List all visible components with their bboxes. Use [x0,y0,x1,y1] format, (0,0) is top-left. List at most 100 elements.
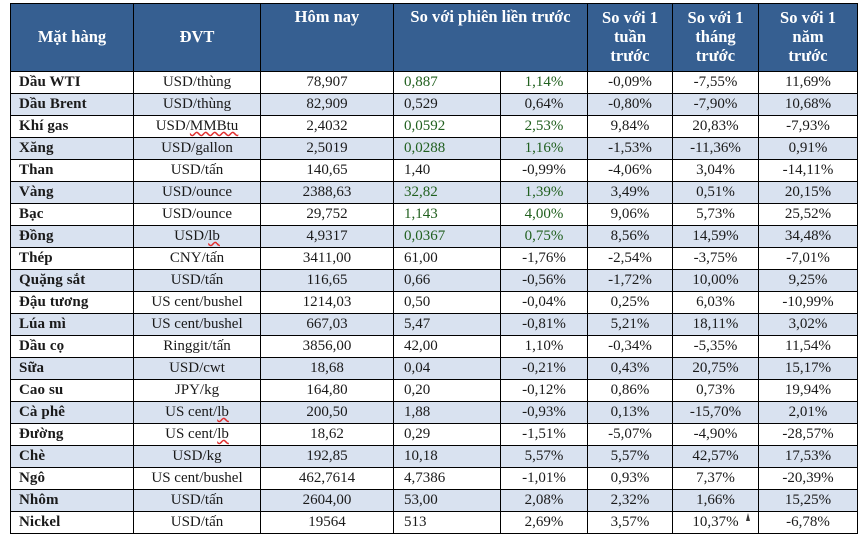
cell-change-vs-year: 17,53% [758,445,858,468]
cell-change-vs-year: 3,02% [758,313,858,336]
cell-change-vs-month: -5,35% [672,335,759,358]
table-row: Chè USD/kg 192,85 10,18 5,57% 5,57% 42,57% 17,5… [10,445,858,468]
cell-change-vs-month: 20,75% [672,357,759,380]
cell-commodity-name: Dầu Brent [10,93,134,116]
cell-unit: USD/ounce [133,203,261,226]
cell-change-vs-month: 0,51% [672,181,759,204]
cell-commodity-name: Nickel [10,511,134,534]
table-row: Nickel USD/tấn 19564 513 2,69% 3,57% 10,37% -6,… [10,511,858,534]
cell-change-vs-month: -7,55% [672,71,759,94]
cell-price-today: 2,5019 [260,137,394,160]
cell-price-today: 82,909 [260,93,394,116]
cell-change-value: 0,887 [393,71,501,94]
cell-commodity-name: Đồng [10,225,134,248]
cell-change-vs-week: 5,57% [587,445,673,468]
cell-change-percent: 2,08% [500,489,588,512]
cell-change-vs-year: 19,94% [758,379,858,402]
unit-text: USD/ [174,227,209,244]
unit-text: USD/thùng [162,73,232,90]
header-week-line-1: So với 1 [602,8,658,28]
cell-change-vs-year: -28,57% [758,423,858,446]
table-row: Dầu cọ Ringgit/tấn 3856,00 42,00 1,10% -0,34%… [10,335,858,358]
column-header-vs-one-month: So với 1 tháng trước [672,3,759,72]
cell-price-today: 78,907 [260,71,394,94]
cell-price-today: 200,50 [260,401,394,424]
unit-text: USD/tấn [170,271,224,288]
unit-text: USD/kg [172,447,222,464]
cell-change-percent: 1,39% [500,181,588,204]
cell-unit: USD/tấn [133,159,261,182]
cell-change-value: 0,04 [393,357,501,380]
cell-commodity-name: Dầu cọ [10,335,134,358]
cell-change-value: 61,00 [393,247,501,270]
cell-change-percent: -0,12% [500,379,588,402]
cell-change-percent: 2,53% [500,115,588,138]
header-week-line-3: trước [610,45,650,65]
cell-change-percent: 0,75% [500,225,588,248]
commodity-price-table-container: Mặt hàng ĐVT Hôm nay So với phiên liền t… [10,3,858,534]
cell-change-vs-week: 5,21% [587,313,673,336]
cell-commodity-name: Cà phê [10,401,134,424]
column-header-commodity: Mặt hàng [10,3,134,72]
cell-price-today: 2,4032 [260,115,394,138]
header-week-line-2: tuần [613,27,647,47]
cell-price-today: 164,80 [260,379,394,402]
cell-unit: JPY/kg [133,379,261,402]
cell-unit: US cent/bushel [133,291,261,314]
cell-change-vs-week: -0,80% [587,93,673,116]
cell-change-value: 513 [393,511,501,534]
cell-commodity-name: Đậu tương [10,291,134,314]
cell-price-today: 116,65 [260,269,394,292]
cell-change-vs-month: 10,00% [672,269,759,292]
column-header-unit: ĐVT [133,3,261,72]
unit-text: USD/cwt [169,359,225,376]
cell-unit: USD/lb [133,225,261,248]
unit-text: US cent/ [165,425,218,442]
table-row: Thép CNY/tấn 3411,00 61,00 -1,76% -2,54% -3,75… [10,247,858,270]
cell-price-today: 667,03 [260,313,394,336]
cell-change-vs-month: 3,04% [672,159,759,182]
table-row: Than USD/tấn 140,65 1,40 -0,99% -4,06% 3,04% -1… [10,159,858,182]
cell-change-vs-week: 0,93% [587,467,673,490]
cell-change-vs-year: -14,11% [758,159,858,182]
unit-text: USD/tấn [170,513,224,530]
cell-change-vs-month: -3,75% [672,247,759,270]
cell-price-today: 3411,00 [260,247,394,270]
unit-text: US cent/bushel [151,293,243,310]
cell-change-value: 0,0288 [393,137,501,160]
cell-change-value: 42,00 [393,335,501,358]
cell-change-vs-week: -0,34% [587,335,673,358]
table-row: Vàng USD/ounce 2388,63 32,82 1,39% 3,49% 0,51%… [10,181,858,204]
cell-unit: USD/kg [133,445,261,468]
column-header-vs-one-week: So với 1 tuần trước [587,3,673,72]
cell-commodity-name: Quặng sắt [10,269,134,292]
spellcheck-underlined-text: MMBtu [189,117,239,134]
cell-change-percent: 1,10% [500,335,588,358]
table-row: Dầu WTI USD/thùng 78,907 0,887 1,14% -0,09% -7… [10,71,858,94]
column-header-vs-previous-session: So với phiên liền trước [393,3,588,72]
cell-change-value: 0,50 [393,291,501,314]
cell-change-vs-month: -11,36% [672,137,759,160]
cell-change-vs-week: 3,57% [587,511,673,534]
cell-unit: USD/thùng [133,71,261,94]
cell-price-today: 2388,63 [260,181,394,204]
header-month-line-3: trước [695,45,736,65]
table-row: Cao su JPY/kg 164,80 0,20 -0,12% 0,86% 0,73% 19… [10,379,858,402]
cell-change-vs-week: -1,53% [587,137,673,160]
cell-change-vs-year: 9,25% [758,269,858,292]
cell-commodity-name: Cao su [10,379,134,402]
cell-change-value: 1,143 [393,203,501,226]
cell-change-vs-year: 0,91% [758,137,858,160]
cell-price-today: 19564 [260,511,394,534]
cell-commodity-name: Dầu WTI [10,71,134,94]
cell-change-value: 0,0592 [393,115,501,138]
cell-change-vs-month: 5,73% [672,203,759,226]
cell-commodity-name: Đường [10,423,134,446]
cell-change-value: 0,29 [393,423,501,446]
spellcheck-underlined-text: lb [208,227,220,244]
cell-change-percent: 0,64% [500,93,588,116]
cell-change-percent: -1,76% [500,247,588,270]
unit-text: USD/thùng [162,95,232,112]
cell-change-vs-month: 18,11% [672,313,759,336]
cell-change-percent: 1,16% [500,137,588,160]
